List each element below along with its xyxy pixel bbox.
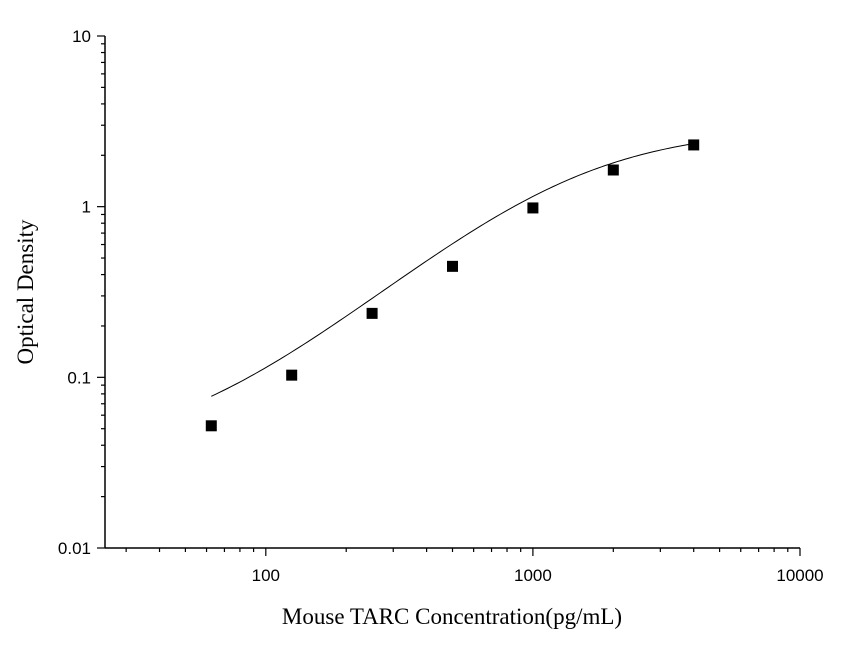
- x-axis-ticks: [125, 548, 801, 556]
- plot-area: 100 1000 10000 0.01 0.1 1 10: [58, 27, 824, 585]
- data-point: [688, 139, 700, 151]
- x-tick-label: 100: [252, 566, 280, 585]
- y-tick-label: 10: [72, 27, 91, 46]
- x-tick-label: 10000: [776, 566, 823, 585]
- data-point: [527, 202, 539, 214]
- data-markers: [205, 139, 700, 432]
- y-tick-label: 0.01: [58, 539, 91, 558]
- y-axis-ticks: [97, 35, 105, 549]
- y-tick-label: 0.1: [67, 368, 91, 387]
- x-axis-tick-labels: 100 1000 10000: [252, 566, 824, 585]
- data-point: [607, 164, 619, 176]
- fit-curve: [211, 143, 694, 397]
- data-point: [205, 420, 217, 432]
- data-point: [286, 369, 298, 381]
- data-point: [366, 307, 378, 319]
- y-tick-label: 1: [82, 198, 91, 217]
- y-axis-tick-labels: 0.01 0.1 1 10: [58, 27, 91, 558]
- x-tick-label: 1000: [514, 566, 552, 585]
- y-axis-title: Optical Density: [13, 219, 38, 364]
- data-point: [447, 260, 458, 272]
- x-axis-title: Mouse TARC Concentration(pg/mL): [282, 604, 622, 629]
